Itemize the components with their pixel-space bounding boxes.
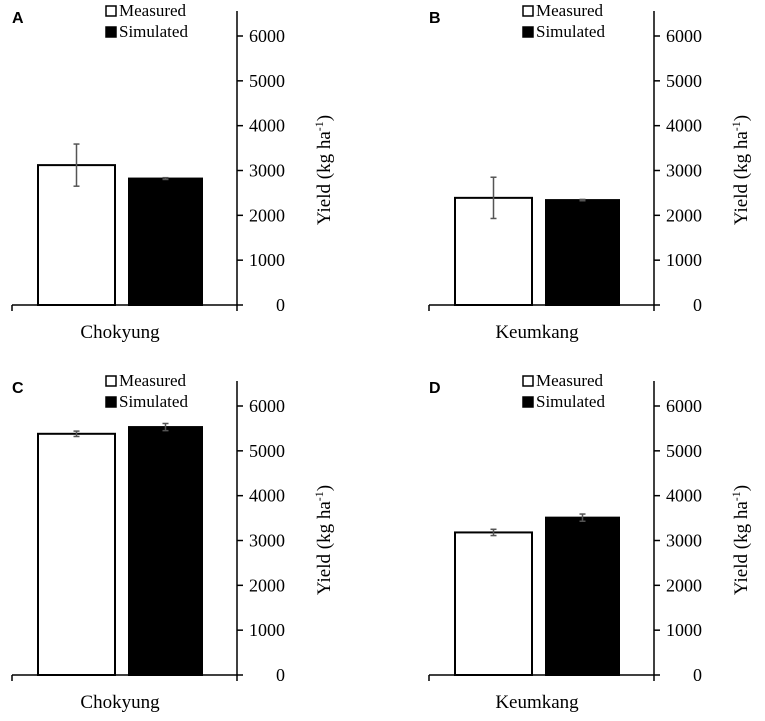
legend-swatch-measured	[105, 5, 117, 17]
legend-label-measured: Measured	[536, 1, 604, 20]
y-axis-title: Yield (kg ha-1)	[312, 485, 335, 595]
legend-label-measured: Measured	[119, 1, 187, 20]
legend-swatch-measured	[522, 5, 534, 17]
x-category-label: Keumkang	[495, 322, 579, 343]
x-category-label: Keumkang	[495, 692, 579, 713]
y-tick-label: 4000	[249, 116, 285, 136]
legend-swatch-measured	[105, 375, 117, 387]
y-tick-label: 1000	[249, 620, 285, 640]
y-axis-title-main: Yield (kg ha	[314, 131, 335, 225]
bar-simulated	[545, 516, 620, 676]
y-axis-title-end: )	[731, 485, 752, 491]
y-tick-label: 3000	[666, 531, 702, 551]
legend-label-measured: Measured	[119, 371, 187, 390]
legend-label-simulated: Simulated	[536, 22, 605, 41]
legend-swatch-simulated	[522, 26, 534, 38]
y-axis-title-main: Yield (kg ha	[731, 131, 752, 225]
y-tick-label: 6000	[666, 396, 702, 416]
legend-swatch-simulated	[522, 396, 534, 408]
y-tick-label: 5000	[666, 441, 702, 461]
panel-letter: C	[12, 380, 24, 397]
error-bar-simulated	[162, 422, 169, 432]
y-axis-title: Yield (kg ha-1)	[729, 115, 752, 225]
y-axis-title-end: )	[731, 115, 752, 121]
error-bar-measured	[490, 176, 497, 220]
error-bar-simulated	[579, 513, 586, 522]
y-axis-title-end: )	[314, 115, 335, 121]
y-tick-label: 5000	[666, 71, 702, 91]
y-tick-label: 5000	[249, 441, 285, 461]
y-tick-label: 4000	[249, 486, 285, 506]
y-tick-label: 6000	[666, 26, 702, 46]
y-axis-title: Yield (kg ha-1)	[312, 115, 335, 225]
y-axis-title-main: Yield (kg ha	[731, 501, 752, 595]
y-tick-label: 0	[693, 295, 702, 315]
y-tick-label: 1000	[249, 250, 285, 270]
legend-label-simulated: Simulated	[119, 22, 188, 41]
y-tick-label: 5000	[249, 71, 285, 91]
x-category-label: Chokyung	[80, 692, 160, 713]
legend-label-simulated: Simulated	[536, 392, 605, 411]
y-tick-label: 0	[693, 665, 702, 685]
error-bar-simulated	[579, 198, 586, 202]
panel-b: B Measured Simulated 0 1000 2000 3000 4000 5000 6…	[428, 1, 752, 343]
y-tick-label: 2000	[666, 575, 702, 595]
panel-letter: B	[429, 10, 441, 27]
bar-measured	[454, 531, 533, 676]
error-bar-measured	[73, 143, 80, 187]
y-tick-label: 4000	[666, 116, 702, 136]
bar-measured	[37, 432, 116, 677]
y-tick-label: 3000	[666, 161, 702, 181]
y-tick-label: 0	[276, 295, 285, 315]
bar-simulated	[545, 199, 620, 306]
y-tick-label: 6000	[249, 26, 285, 46]
y-tick-label: 3000	[249, 531, 285, 551]
y-tick-label: 2000	[249, 205, 285, 225]
error-bar-measured	[490, 528, 497, 537]
y-tick-label: 2000	[666, 205, 702, 225]
y-tick-label: 6000	[249, 396, 285, 416]
y-axis-title-superscript: -1	[312, 121, 326, 131]
y-axis-title: Yield (kg ha-1)	[729, 485, 752, 595]
y-tick-label: 1000	[666, 250, 702, 270]
panel-d: D Measured Simulated 0 1000 2000 3000 4000 5000 6…	[428, 371, 752, 713]
y-axis-title-superscript: -1	[312, 491, 326, 501]
bar-simulated	[128, 177, 203, 307]
legend-swatch-simulated	[105, 396, 117, 408]
y-tick-label: 0	[276, 665, 285, 685]
legend-swatch-simulated	[105, 26, 117, 38]
y-axis-title-superscript: -1	[729, 121, 743, 131]
y-tick-label: 1000	[666, 620, 702, 640]
panel-letter: A	[12, 10, 24, 27]
bar-simulated	[128, 426, 203, 676]
bar-measured	[37, 164, 116, 306]
y-axis-title-end: )	[314, 485, 335, 491]
panel-c: C Measured Simulated 0 1000 2000 3000 4000 5000 6…	[11, 371, 335, 713]
error-bar-measured	[73, 430, 80, 438]
y-tick-label: 4000	[666, 486, 702, 506]
y-axis-title-superscript: -1	[729, 491, 743, 501]
panel-a: A Measured Simulated 0 1000 2000 3000 4000 5000 6…	[11, 1, 335, 343]
legend-label-measured: Measured	[536, 371, 604, 390]
error-bar-simulated	[162, 176, 169, 181]
y-tick-label: 3000	[249, 161, 285, 181]
panel-letter: D	[429, 380, 441, 397]
x-category-label: Chokyung	[80, 322, 160, 343]
y-tick-label: 2000	[249, 575, 285, 595]
legend-label-simulated: Simulated	[119, 392, 188, 411]
y-axis-title-main: Yield (kg ha	[314, 501, 335, 595]
legend-swatch-measured	[522, 375, 534, 387]
